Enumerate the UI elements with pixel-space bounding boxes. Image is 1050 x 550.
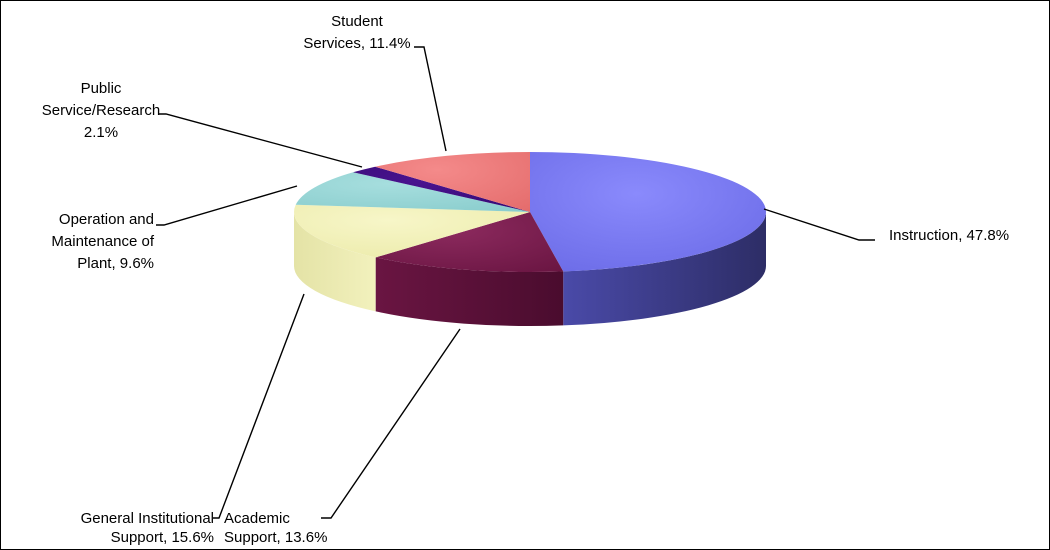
data-label-instruction: Instruction, 47.8% xyxy=(889,227,1009,244)
data-label-academic-support: Academic Support, 13.6% xyxy=(224,510,327,546)
pie-slice-instruction xyxy=(530,152,767,272)
pie-slice-public-service-research xyxy=(353,166,530,212)
leader-line-instruction xyxy=(763,208,875,241)
leader-line-operation-and-maintenance-of-plant xyxy=(156,185,298,226)
data-label-student-services: Student Services, 11.4% xyxy=(303,13,410,52)
leader-line-academic-support xyxy=(321,328,461,519)
data-label-public-service-research: Public Service/Research 2.1% xyxy=(42,80,160,141)
pie-slice-general-institutional-support xyxy=(294,204,530,258)
data-label-operation-and-maintenance-of-plant: Operation and Maintenance of Plant, 9.6% xyxy=(51,211,154,272)
data-label-general-institutional-support: General Institutional Support, 15.6% xyxy=(81,510,214,546)
pie-slice-student-services xyxy=(375,152,530,212)
pie-side-academic-support xyxy=(375,257,564,327)
leader-line-student-services xyxy=(414,46,447,152)
pie-slice-operation-and-maintenance-of-plant xyxy=(295,172,530,212)
pie-side-instruction xyxy=(563,212,766,326)
pie-side-general-institutional-support xyxy=(294,212,376,312)
leader-line-general-institutional-support xyxy=(213,293,305,519)
pie-slice-academic-support xyxy=(375,212,564,272)
leader-line-public-service-research xyxy=(158,113,363,168)
